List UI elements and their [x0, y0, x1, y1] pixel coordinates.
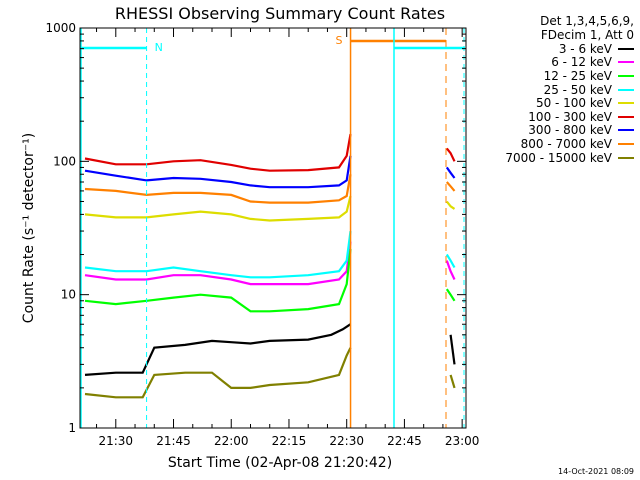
legend-entry: 7000 - 15000 keV: [484, 151, 634, 165]
legend-entry-swatch: [618, 102, 634, 105]
legend-entry-swatch: [618, 115, 634, 118]
legend-entry-label: 3 - 6 keV: [558, 41, 612, 56]
legend-entry-label: 7000 - 15000 keV: [505, 150, 612, 165]
legend-entry: 25 - 50 keV: [484, 83, 634, 97]
axes: 1 10 100 1000 21:30 21:45 22:00 22:15 22:30 22:45…: [45, 21, 479, 448]
x-tick-label: 22:30: [329, 434, 364, 448]
y-tick-label: 100: [53, 154, 76, 168]
series-line-7000-15000-1: [449, 374, 456, 389]
series-line-6-12-1: [445, 260, 456, 280]
legend-entry-swatch: [618, 142, 634, 145]
series-line-7000-15000-0: [84, 347, 352, 399]
series-line-300-800-1: [445, 166, 456, 179]
series-line-6-12-0: [84, 241, 352, 286]
series-line-25-50-0: [84, 230, 352, 279]
x-axis-label: Start Time (02-Apr-08 21:20:42): [168, 455, 392, 471]
x-tick-label: 22:15: [272, 434, 307, 448]
legend-entry-swatch: [618, 156, 634, 159]
legend-entry-label: 6 - 12 keV: [551, 55, 612, 70]
legend-entry-label: 12 - 25 keV: [543, 68, 612, 83]
x-tick-label: 23:00: [445, 434, 480, 448]
series-line-3-6-0: [84, 323, 352, 376]
legend-entries: 3 - 6 keV 6 - 12 keV 12 - 25 keV 25 - 50 ke…: [484, 42, 634, 165]
y-axis-label: Count Rate (s⁻¹ detector⁻¹): [21, 133, 37, 323]
legend-entry-swatch: [618, 61, 634, 64]
series-line-50-100-0: [84, 195, 352, 222]
x-tick-label: 21:30: [98, 434, 133, 448]
y-tick-label: 1: [68, 421, 76, 435]
saa-marker-label: S: [336, 34, 343, 47]
x-tick-label: 22:00: [214, 434, 249, 448]
legend: Det 1,3,4,5,6,9, FDecim 1, Att 0 3 - 6 k…: [484, 14, 634, 165]
y-tick-label: 10: [61, 288, 76, 302]
legend-header-decimation: FDecim 1, Att 0: [540, 28, 634, 42]
series-lines: [84, 133, 456, 399]
series-line-800-7000-1: [445, 181, 456, 192]
legend-entry: 50 - 100 keV: [484, 96, 634, 110]
chart-title: RHESSI Observing Summary Count Rates: [115, 4, 445, 23]
series-line-50-100-1: [445, 200, 456, 210]
legend-entry-swatch: [618, 74, 634, 77]
legend-entry-label: 800 - 7000 keV: [520, 136, 612, 151]
x-tick-label: 22:45: [387, 434, 422, 448]
y-tick-label: 1000: [45, 21, 76, 35]
data-gap: [351, 28, 451, 428]
legend-entry: 100 - 300 keV: [484, 110, 634, 124]
legend-entry: 300 - 800 keV: [484, 123, 634, 138]
series-line-100-300-0: [84, 133, 352, 172]
night-marker-label: N: [155, 41, 163, 54]
legend-entry: 12 - 25 keV: [484, 69, 634, 83]
series-line-100-300-1: [445, 147, 456, 162]
series-line-3-6-1: [449, 334, 456, 365]
annotations: NS: [80, 28, 465, 428]
series-line-12-25-0: [84, 248, 352, 313]
legend-entry: 6 - 12 keV: [484, 55, 634, 70]
legend-entry-label: 300 - 800 keV: [528, 123, 612, 138]
legend-entry-label: 25 - 50 keV: [543, 82, 612, 97]
legend-header-detectors: Det 1,3,4,5,6,9,: [540, 14, 634, 28]
legend-entry-swatch: [618, 88, 634, 91]
legend-entry-label: 50 - 100 keV: [535, 96, 612, 111]
x-tick-label: 21:45: [156, 434, 191, 448]
legend-entry: 3 - 6 keV: [484, 42, 634, 56]
series-line-25-50-1: [445, 253, 456, 269]
plot-frame: [79, 27, 467, 429]
series-line-300-800-0: [84, 155, 352, 189]
series-line-12-25-1: [445, 288, 456, 302]
legend-entry-swatch: [618, 129, 634, 132]
legend-entry-label: 100 - 300 keV: [528, 109, 612, 124]
generation-timestamp: 14-Oct-2021 08:09: [558, 467, 634, 476]
plot-area: [80, 28, 466, 428]
legend-entry-swatch: [618, 47, 634, 50]
series-line-800-7000-0: [84, 174, 352, 204]
legend-entry: 800 - 7000 keV: [484, 137, 634, 151]
